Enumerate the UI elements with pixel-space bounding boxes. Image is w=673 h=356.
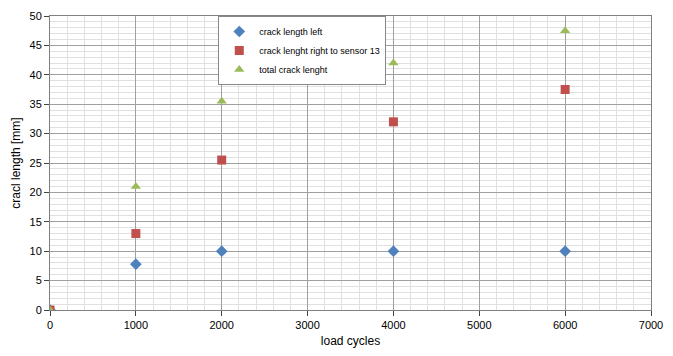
svg-text:7000: 7000 (639, 319, 663, 331)
svg-text:4000: 4000 (381, 319, 405, 331)
svg-text:1000: 1000 (124, 319, 148, 331)
svg-text:6000: 6000 (553, 319, 577, 331)
svg-text:45: 45 (30, 39, 42, 51)
svg-text:cracl length [mm]: cracl length [mm] (9, 117, 23, 208)
svg-text:20: 20 (30, 186, 42, 198)
svg-text:3000: 3000 (295, 319, 319, 331)
svg-text:50: 50 (30, 10, 42, 22)
svg-text:load cycles: load cycles (321, 334, 380, 348)
svg-text:5: 5 (36, 274, 42, 286)
svg-text:25: 25 (30, 157, 42, 169)
svg-text:5000: 5000 (467, 319, 491, 331)
svg-text:0: 0 (36, 304, 42, 316)
svg-text:0: 0 (47, 319, 53, 331)
svg-text:40: 40 (30, 69, 42, 81)
svg-text:crack lenght right to sensor 1: crack lenght right to sensor 13 (259, 46, 380, 56)
svg-text:total crack lenght: total crack lenght (259, 65, 328, 75)
svg-text:10: 10 (30, 245, 42, 257)
svg-text:35: 35 (30, 98, 42, 110)
svg-text:15: 15 (30, 216, 42, 228)
svg-text:crack length left: crack length left (259, 27, 323, 37)
svg-text:2000: 2000 (209, 319, 233, 331)
svg-text:30: 30 (30, 127, 42, 139)
